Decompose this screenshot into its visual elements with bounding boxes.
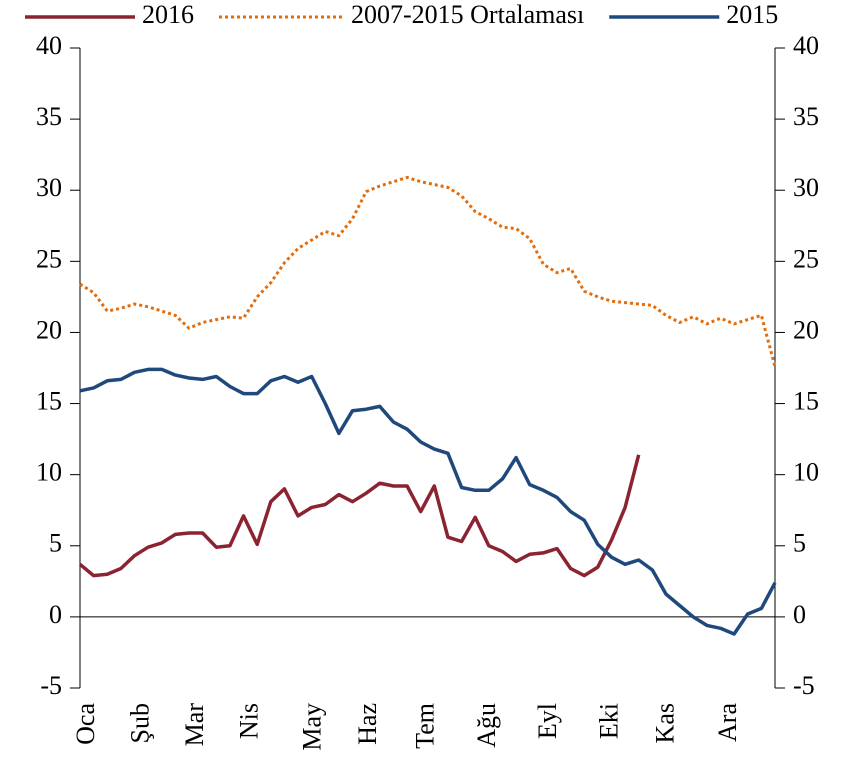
x-tick-label: Ağu xyxy=(472,703,501,748)
x-tick-label: Kas xyxy=(650,703,679,743)
y2-tick-label: 15 xyxy=(793,387,819,416)
series-line xyxy=(79,175,777,367)
y-tick-label: 30 xyxy=(36,173,62,202)
x-tick-label: Tem xyxy=(410,703,439,749)
y2-tick-label: 5 xyxy=(793,529,806,558)
y-tick-label: 10 xyxy=(36,458,62,487)
y-tick-label: 0 xyxy=(49,600,62,629)
legend-label: 2007-2015 Ortalaması xyxy=(351,0,584,29)
x-tick-label: Eki xyxy=(594,703,623,739)
legend-label: 2015 xyxy=(726,0,778,29)
y2-tick-label: 20 xyxy=(793,315,819,344)
y-tick-label: 25 xyxy=(36,244,62,273)
series-line xyxy=(79,367,777,636)
y-tick-label: 20 xyxy=(36,315,62,344)
x-tick-label: Ara xyxy=(713,703,742,742)
x-tick-label: Mar xyxy=(180,703,209,747)
x-tick-label: Haz xyxy=(353,703,382,745)
y2-tick-label: -5 xyxy=(793,671,815,700)
y2-tick-label: 10 xyxy=(793,458,819,487)
y-tick-label: 35 xyxy=(36,102,62,131)
y-tick-label: 40 xyxy=(36,31,62,60)
y-tick-label: 5 xyxy=(49,529,62,558)
y-tick-label: -5 xyxy=(40,671,62,700)
y2-tick-label: 35 xyxy=(793,102,819,131)
y2-tick-label: 40 xyxy=(793,31,819,60)
x-tick-label: Oca xyxy=(71,703,100,745)
y2-tick-label: 30 xyxy=(793,173,819,202)
x-tick-label: Şub xyxy=(126,703,155,743)
x-tick-label: Eyl xyxy=(533,703,562,739)
x-tick-label: Nis xyxy=(235,703,264,739)
y2-tick-label: 0 xyxy=(793,600,806,629)
series-line xyxy=(78,454,641,578)
y-tick-label: 15 xyxy=(36,387,62,416)
x-tick-label: May xyxy=(297,703,326,751)
legend-label: 2016 xyxy=(142,0,194,29)
y2-tick-label: 25 xyxy=(793,244,819,273)
